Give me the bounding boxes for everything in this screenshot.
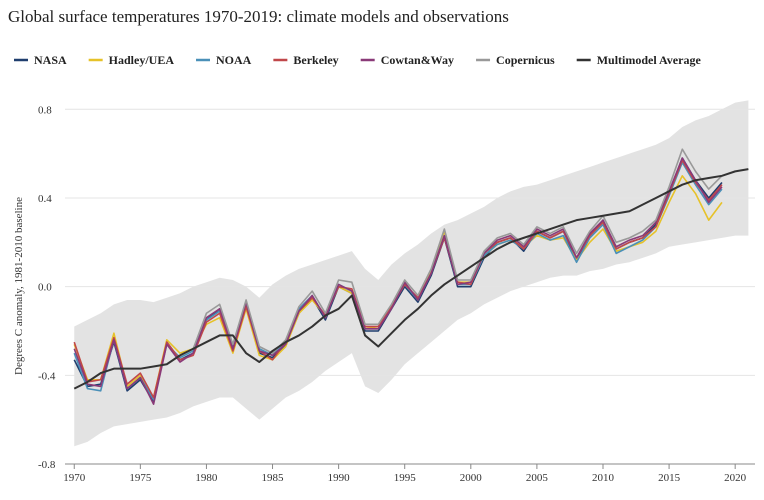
x-tick-label: 2005 (526, 472, 549, 484)
y-tick-label: 0.0 (38, 282, 52, 294)
x-tick-label: 1975 (129, 472, 152, 484)
legend-label: NASA (34, 53, 67, 67)
chart-title: Global surface temperatures 1970-2019: c… (8, 7, 509, 26)
legend-label: NOAA (216, 53, 252, 67)
x-tick-label: 1990 (328, 472, 351, 484)
legend-label: Berkeley (293, 53, 338, 67)
x-tick-label: 1995 (394, 472, 417, 484)
x-tick-label: 1985 (262, 472, 285, 484)
y-tick-label: 0.8 (38, 104, 52, 116)
x-tick-label: 1980 (195, 472, 218, 484)
legend-label: Cowtan&Way (381, 53, 454, 67)
x-tick-label: 1970 (63, 472, 86, 484)
y-tick-label: -0.8 (38, 459, 56, 471)
series-line (73, 168, 749, 390)
x-tick-label: 2010 (592, 472, 615, 484)
x-tick-label: 2015 (658, 472, 681, 484)
x-tick-label: 2020 (724, 472, 747, 484)
series-line (73, 157, 723, 405)
model-range-band (74, 100, 749, 447)
y-axis-label: Degrees C anomaly, 1981-2010 baseline (13, 197, 25, 375)
x-tick-label: 2000 (460, 472, 483, 484)
y-tick-label: -0.4 (38, 370, 56, 382)
legend-label: Hadley/UEA (109, 53, 175, 67)
legend-label: Copernicus (496, 53, 555, 67)
legend-label: Multimodel Average (597, 53, 702, 67)
y-tick-label: 0.4 (38, 193, 52, 205)
